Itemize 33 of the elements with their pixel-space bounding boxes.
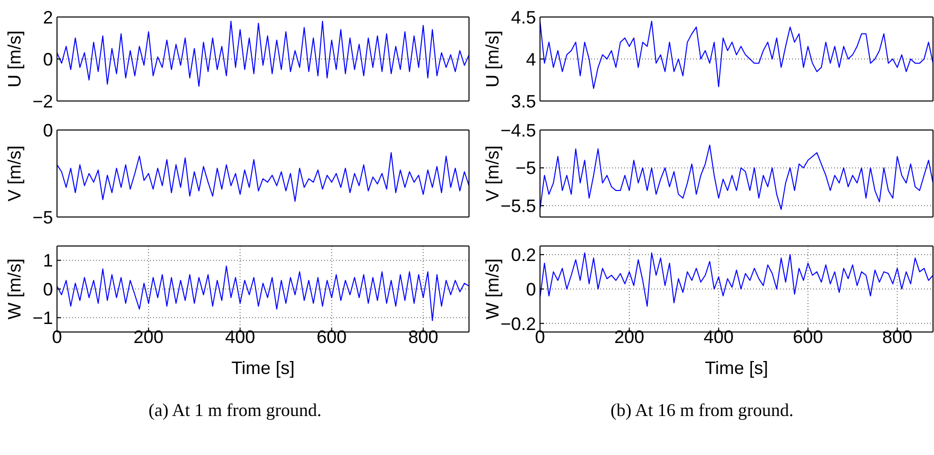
y-tick-label: 0 xyxy=(42,279,53,300)
y-tick-label: −2 xyxy=(32,91,53,112)
y-tick-label: −1 xyxy=(32,308,53,328)
text: (b) At 16 m from ground. xyxy=(610,400,794,421)
x-axis-title: Time [s] xyxy=(704,358,768,378)
line-series xyxy=(540,144,933,210)
line-series xyxy=(57,266,469,322)
y-tick-label: −5 xyxy=(515,158,536,178)
y-axis-title: U [m/s] xyxy=(482,30,502,88)
y-tick-label: 0 xyxy=(526,279,536,300)
y-tick-label: 4 xyxy=(526,49,536,70)
line-series xyxy=(57,152,469,202)
y-tick-label: 1 xyxy=(42,250,53,271)
y-tick-label: 0 xyxy=(42,49,53,70)
line-series xyxy=(57,20,469,87)
y-axis-title: U [m/s] xyxy=(4,30,24,88)
y-axis-title: W [m/s] xyxy=(4,258,24,320)
y-tick-label: 0 xyxy=(42,120,53,140)
line-series xyxy=(540,20,933,89)
y-tick-label: −5.5 xyxy=(500,196,536,216)
x-axis-title: Time [s] xyxy=(231,358,295,378)
y-tick-label: 0.2 xyxy=(510,244,536,265)
y-axis-title: V [m/s] xyxy=(482,145,502,202)
y-tick-label: 3.5 xyxy=(510,91,536,112)
line-series xyxy=(540,252,933,307)
y-axis-title: V [m/s] xyxy=(4,145,24,202)
text: (a) At 1 m from ground. xyxy=(148,400,322,421)
y-tick-label: −0.2 xyxy=(500,314,536,334)
y-tick-label: 4.5 xyxy=(510,7,536,28)
y-tick-label: −4.5 xyxy=(500,120,536,140)
y-tick-label: −5 xyxy=(32,207,53,228)
y-tick-label: 2 xyxy=(42,7,53,28)
y-axis-title: W [m/s] xyxy=(482,258,502,320)
